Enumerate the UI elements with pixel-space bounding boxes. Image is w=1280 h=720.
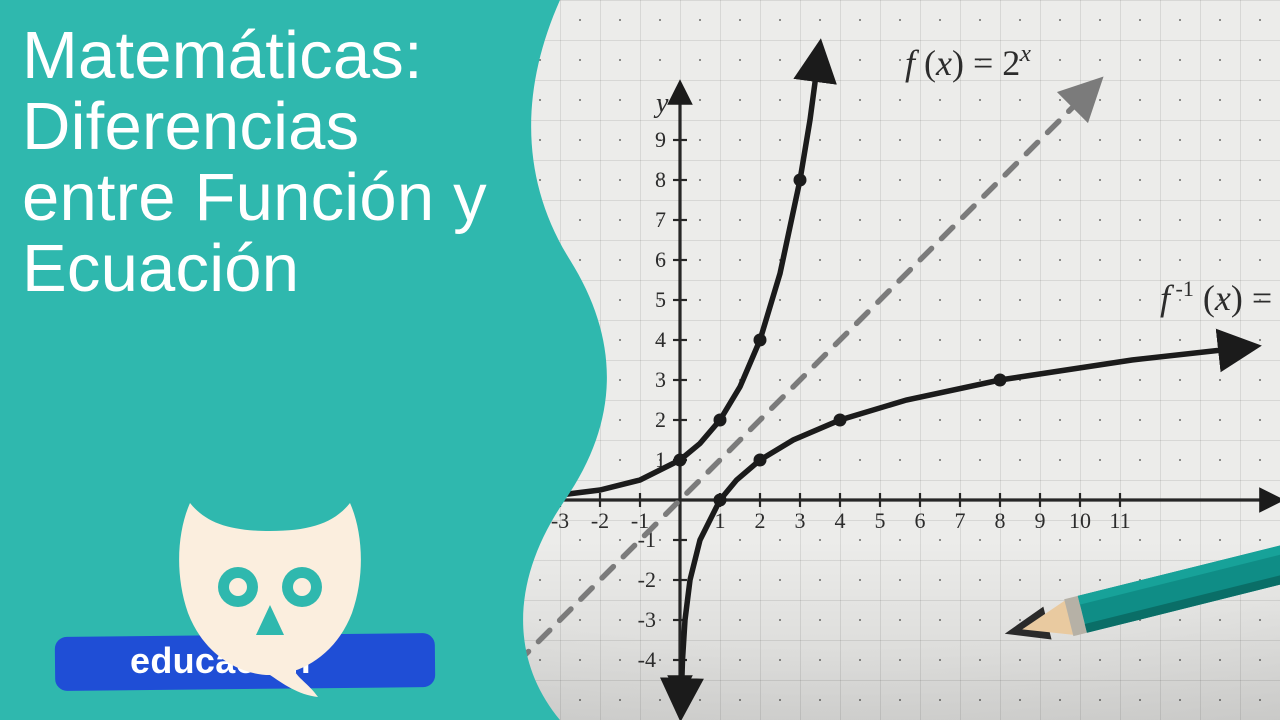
title-line: Diferencias [22,89,359,164]
title-line: Ecuación [22,231,299,306]
title-line: Matemáticas: [22,18,423,93]
page-title: Matemáticas:Diferenciasentre Función yEc… [22,20,562,304]
title-line: entre Función y [22,160,487,235]
owl-logo [170,495,370,705]
